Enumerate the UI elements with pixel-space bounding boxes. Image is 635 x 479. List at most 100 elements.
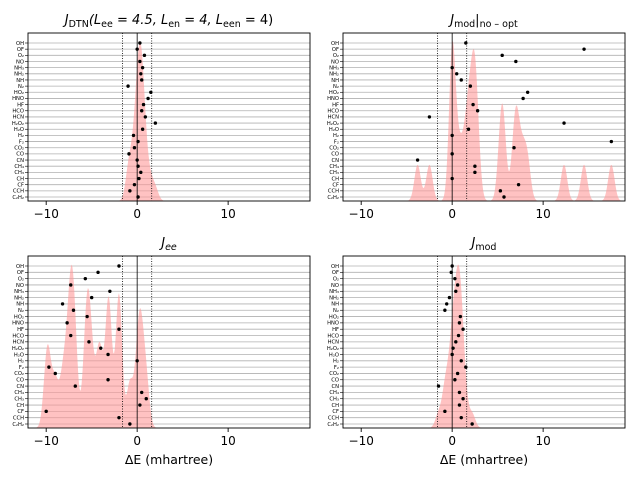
data-point <box>450 65 454 70</box>
y-tick-label: F₂ <box>334 365 339 371</box>
y-tick-label: NO <box>331 59 339 65</box>
data-point <box>502 195 506 199</box>
data-point <box>455 72 459 76</box>
y-tick-label: CH₄ <box>14 390 24 396</box>
data-point <box>117 264 121 268</box>
y-tick-label: CN <box>16 384 24 390</box>
x-tick-label: 10 <box>535 434 550 448</box>
data-point <box>140 109 144 113</box>
data-point <box>461 327 465 331</box>
x-tick-label: 0 <box>133 207 141 221</box>
y-tick-label: O₂ <box>333 276 339 282</box>
y-tick-label: HO₂ <box>329 90 339 96</box>
data-point <box>459 415 463 420</box>
data-point <box>73 384 78 388</box>
y-tick-label: H₂O₂ <box>12 121 24 127</box>
data-point <box>464 365 468 369</box>
data-point <box>454 289 458 293</box>
data-point <box>47 365 51 369</box>
data-point <box>138 59 142 64</box>
data-point <box>132 146 137 150</box>
y-tick-label: NH₂ <box>14 295 24 301</box>
data-point <box>562 121 566 125</box>
y-tick-label: H₂ <box>333 359 339 365</box>
data-point <box>65 321 69 325</box>
data-point <box>139 170 143 175</box>
y-tick-label: CO <box>16 152 24 158</box>
y-tick-label: CH₃ <box>329 170 339 176</box>
y-tick-label: CO₂ <box>329 146 339 152</box>
y-tick-label: CF <box>332 182 339 188</box>
y-tick-label: F₂ <box>19 365 24 371</box>
x-tick-label: 0 <box>448 434 456 448</box>
x-tick-label: 10 <box>220 434 235 448</box>
y-tick-label: CH₄ <box>329 390 339 396</box>
density-area <box>28 41 310 201</box>
data-point <box>454 340 458 344</box>
y-tick-label: CF <box>17 409 24 415</box>
data-point <box>44 409 48 414</box>
data-point <box>443 308 447 312</box>
y-tick-label: N₂ <box>333 308 339 314</box>
y-tick-label: N₂ <box>18 308 24 314</box>
y-tick-label: C₂H₂ <box>327 422 339 428</box>
y-tick-label: H₂O₂ <box>12 346 24 352</box>
data-point <box>69 283 73 287</box>
data-point <box>60 302 65 306</box>
y-tick-label: NO <box>16 59 24 65</box>
subplot-1: OHOFO₂NONH₃NH₂NHN₂HO₂HNOHFHCOHCNH₂O₂H₂OH… <box>12 13 311 221</box>
data-point <box>99 346 103 350</box>
y-tick-label: CF <box>17 182 24 188</box>
y-tick-label: HF <box>332 102 339 108</box>
y-tick-label: CN <box>331 384 339 390</box>
data-point <box>85 314 89 319</box>
data-point <box>512 146 516 150</box>
data-point <box>138 403 142 407</box>
data-point <box>144 397 148 401</box>
data-point <box>149 90 153 94</box>
y-tick-label: O₂ <box>333 53 339 59</box>
y-tick-label: NH <box>16 78 24 84</box>
data-point <box>457 390 462 395</box>
y-tick-label: NH <box>16 302 24 308</box>
data-point <box>89 295 94 300</box>
y-tick-label: CH <box>331 403 339 409</box>
data-point <box>521 96 525 101</box>
y-tick-label: O₂ <box>18 53 24 59</box>
y-tick-label: HCO <box>327 109 339 115</box>
data-point <box>450 352 454 357</box>
data-point <box>126 84 130 88</box>
data-point <box>136 195 140 199</box>
y-tick-label: CH₄ <box>14 164 24 170</box>
data-point <box>140 65 145 70</box>
y-tick-label: OH <box>16 264 24 270</box>
y-tick-label: HO₂ <box>14 314 24 320</box>
y-tick-label: CO <box>16 378 24 384</box>
y-tick-label: HF <box>17 102 24 108</box>
data-point <box>458 314 463 319</box>
data-point <box>450 152 454 156</box>
y-tick-label: H₂O <box>329 127 339 133</box>
data-point <box>470 422 474 426</box>
data-point <box>136 164 140 168</box>
y-tick-label: CCH <box>13 415 24 421</box>
y-tick-label: HNO <box>12 96 24 102</box>
y-tick-label: HF <box>332 327 339 333</box>
data-point <box>457 403 462 407</box>
data-point <box>500 53 504 58</box>
y-tick-label: F₂ <box>19 139 24 145</box>
data-point <box>135 359 139 363</box>
data-point <box>459 359 463 363</box>
density-area <box>343 41 625 201</box>
y-tick-label: HO₂ <box>14 90 24 96</box>
y-tick-label: NH <box>331 302 339 308</box>
x-tick-label: 10 <box>220 207 235 221</box>
y-tick-label: HCN <box>13 340 25 346</box>
data-point <box>436 384 441 388</box>
density-area <box>343 264 625 428</box>
data-point <box>450 176 454 181</box>
data-point <box>516 182 521 187</box>
data-point <box>106 378 110 382</box>
y-tick-label: CH <box>16 403 24 409</box>
data-point <box>514 59 518 64</box>
